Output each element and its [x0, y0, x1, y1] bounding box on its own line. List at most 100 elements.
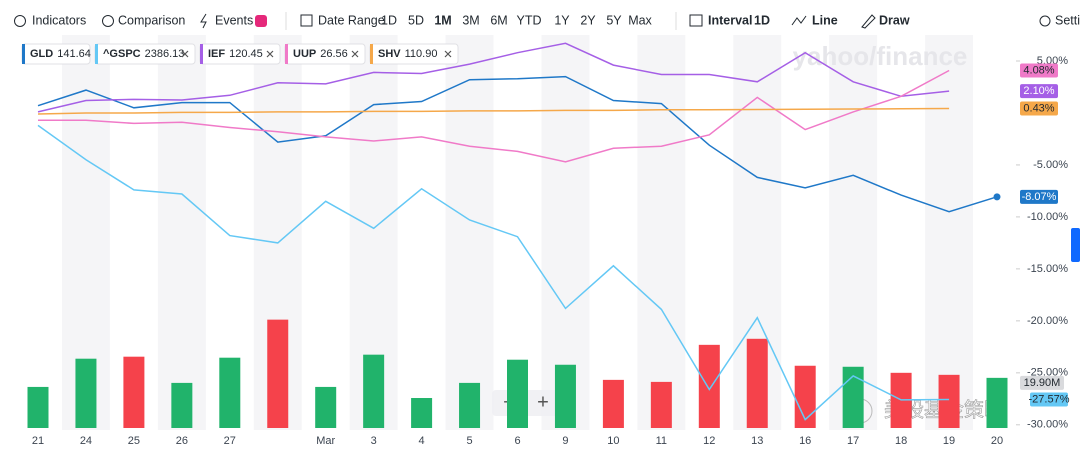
range-button[interactable]: 1D: [381, 13, 397, 27]
legend-remove[interactable]: [351, 50, 359, 58]
y-tick-label: -25.00%: [1027, 367, 1068, 379]
volume-bar: [554, 364, 576, 428]
value-badge-label: 2.10%: [1023, 85, 1054, 97]
legend-name: ^GSPC: [103, 48, 141, 60]
legend-price: 120.45: [229, 48, 263, 60]
settings-button[interactable]: Setti: [1055, 13, 1080, 27]
line-button[interactable]: Line: [812, 13, 838, 27]
events-icon: [200, 13, 207, 29]
series-line: [37, 107, 950, 115]
stripe: [541, 35, 590, 430]
range-button[interactable]: 6M: [490, 13, 507, 27]
x-tick-label: 9: [562, 435, 568, 447]
x-tick-label: 21: [32, 435, 44, 447]
volume-bar: [842, 366, 864, 428]
range-button[interactable]: 2Y: [580, 13, 596, 27]
stripe: [925, 35, 974, 430]
date-range-button[interactable]: Date Range: [318, 13, 385, 27]
side-tab[interactable]: [1071, 228, 1080, 262]
y-tick-label: -30.00%: [1027, 419, 1068, 431]
comparison-icon: [102, 15, 114, 27]
events-badge: [255, 15, 267, 27]
x-tick-label: 5: [466, 435, 472, 447]
interval-button[interactable]: Interval: [708, 13, 752, 27]
value-badge: [1020, 101, 1058, 116]
x-tick-label: 19: [943, 435, 955, 447]
interval-icon: [689, 14, 703, 27]
legend-price: 110.90: [405, 48, 438, 60]
legend-remove[interactable]: [444, 50, 452, 58]
x-tick-label: 6: [514, 435, 520, 447]
volume-bar: [123, 356, 145, 428]
indicators-icon: [14, 15, 26, 27]
x-tick-label: 11: [656, 435, 667, 447]
series-line: [38, 69, 950, 163]
legend-price: 141.64: [57, 48, 91, 60]
stripe: [637, 35, 686, 430]
x-tick-label: 12: [703, 435, 715, 447]
stripe: [157, 35, 206, 430]
x-tick-label: 26: [176, 435, 188, 447]
events-button[interactable]: Events: [215, 13, 253, 27]
range-button[interactable]: 5D: [408, 13, 424, 27]
x-tick-label: 4: [419, 435, 425, 447]
legend-remove[interactable]: [181, 50, 189, 58]
draw-button[interactable]: Draw: [879, 13, 910, 27]
volume-badge-label: 19.90M: [1024, 377, 1061, 389]
legend-swatch: [95, 44, 98, 64]
x-tick-label: 18: [895, 435, 907, 447]
end-dot: [993, 193, 1001, 201]
volume-bar: [698, 344, 720, 428]
legend-swatch: [285, 44, 288, 64]
volume-bar: [363, 354, 385, 428]
value-badge-label: -8.07%: [1022, 191, 1057, 203]
legend-remove[interactable]: [266, 50, 274, 58]
volume-bar: [602, 379, 624, 428]
volume-bar: [411, 398, 433, 428]
legend-name: SHV: [378, 48, 401, 60]
date-icon: [300, 14, 313, 27]
x-tick-label: Mar: [316, 435, 335, 447]
range-button[interactable]: YTD: [517, 13, 542, 27]
volume-bar: [171, 382, 193, 428]
comparison-button[interactable]: Comparison: [118, 13, 185, 27]
line-icon: [791, 15, 807, 26]
volume-badge: [1020, 375, 1064, 390]
volume-bar: [267, 319, 289, 428]
value-badge: [1020, 63, 1058, 78]
legend-swatch: [22, 44, 25, 64]
x-tick-label: 24: [80, 435, 92, 447]
x-tick-label: 3: [371, 435, 377, 447]
range-button[interactable]: 5Y: [606, 13, 622, 27]
volume-bar: [938, 374, 960, 428]
volume-bar: [507, 359, 528, 428]
x-tick-label: 10: [607, 435, 619, 447]
value-badge: [1030, 392, 1068, 407]
interval-value[interactable]: 1D: [754, 13, 770, 27]
legend-price: 2386.13: [145, 48, 185, 60]
value-badge: [1020, 189, 1058, 204]
value-badge-label: 0.43%: [1023, 102, 1054, 114]
y-tick-label: -10.00%: [1027, 211, 1068, 223]
volume-bar: [746, 338, 768, 428]
zoom-in[interactable]: +: [537, 391, 549, 413]
value-badge: [1020, 84, 1058, 99]
x-tick-label: 20: [991, 435, 1003, 447]
x-tick-label: 16: [799, 435, 811, 447]
watermark: yahoo/finance: [793, 41, 968, 71]
range-button[interactable]: 3M: [462, 13, 479, 27]
volume-bar: [794, 365, 816, 428]
indicators-button[interactable]: Indicators: [32, 13, 86, 27]
value-badge-label: -27.57%: [1029, 393, 1070, 405]
range-button[interactable]: Max: [628, 13, 652, 27]
volume-bar: [315, 386, 337, 428]
range-button[interactable]: 1Y: [554, 13, 570, 27]
stripe: [445, 35, 494, 430]
volume-bar: [986, 377, 1008, 428]
legend-price: 26.56: [320, 48, 348, 60]
range-button[interactable]: 1M: [434, 13, 451, 27]
legend-name: IEF: [208, 48, 225, 60]
volume-bar: [219, 357, 241, 428]
legend-swatch: [200, 44, 203, 64]
